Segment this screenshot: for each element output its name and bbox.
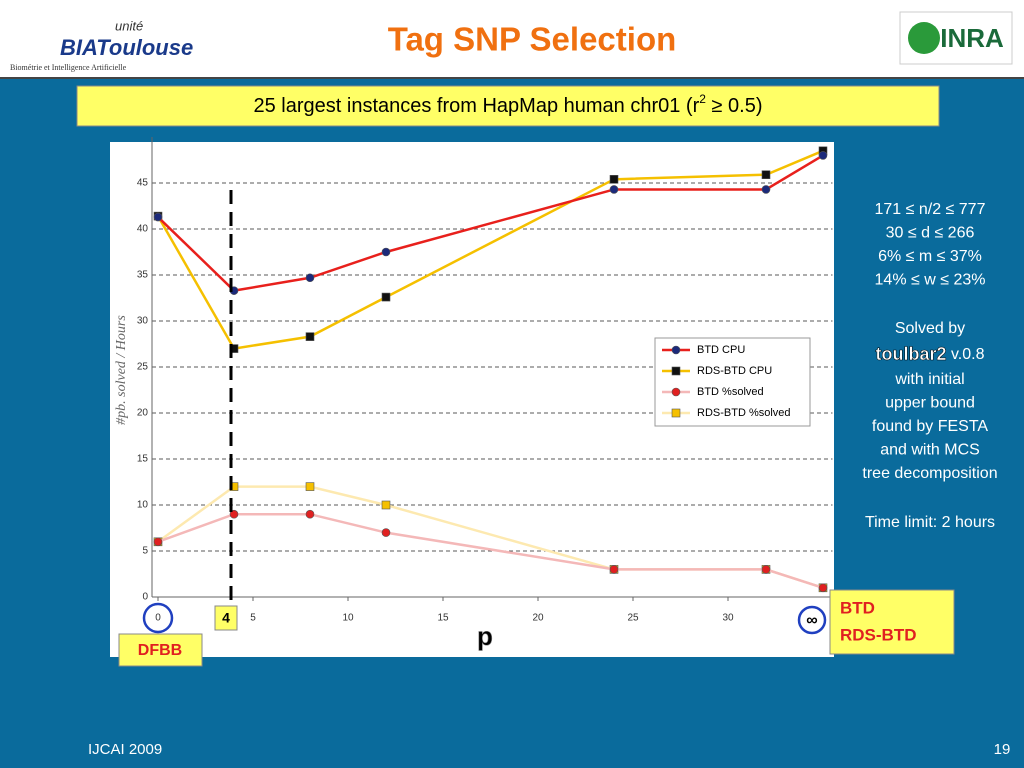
method-label: RDS-BTD	[840, 625, 917, 644]
x-tick-label: 15	[437, 613, 449, 624]
legend-marker	[671, 345, 681, 355]
y-tick-label: 35	[137, 270, 149, 281]
header-band	[0, 0, 1024, 78]
point	[818, 151, 828, 160]
y-tick-label: 10	[137, 500, 149, 511]
y-tick-label: 45	[137, 178, 149, 189]
subtitle: 25 largest instances from HapMap human c…	[253, 92, 762, 117]
logo-top: unité	[115, 18, 143, 33]
methods-box	[829, 589, 955, 655]
point	[153, 212, 163, 222]
infinity-label: ∞	[806, 612, 817, 629]
x-tick-label: 5	[250, 613, 256, 624]
y-tick-label: 0	[142, 592, 148, 603]
legend-label: RDS-BTD %solved	[697, 407, 791, 419]
point	[381, 247, 391, 257]
solver-line: tree decomposition	[862, 465, 997, 482]
point	[381, 292, 391, 302]
point	[609, 175, 619, 184]
solver-line: with initial	[894, 371, 964, 388]
y-tick-label: 25	[137, 362, 149, 373]
x-tick-label: 25	[627, 613, 639, 624]
legend-marker	[671, 366, 681, 376]
dfbb-box	[118, 633, 203, 667]
dfbb-label: DFBB	[138, 642, 182, 659]
legend-box	[654, 337, 811, 427]
threshold-label: 4	[222, 610, 230, 626]
notes: 171 ≤ n/2 ≤ 777 30 ≤ d ≤ 266 6% ≤ m ≤ 37% 1…	[862, 201, 997, 531]
solver-line: and with MCS	[880, 442, 980, 459]
chart: 0 5 10 15 20 25 30 35 40 45 0 5 10 15 20 25 30 #pb. solve…	[114, 137, 955, 667]
logo-main: BIAToulouse	[60, 35, 193, 60]
logo-right-icon	[908, 22, 940, 54]
x-tick-label: 10	[342, 613, 354, 624]
solver-tool: toulbar2	[876, 344, 947, 364]
point	[761, 565, 771, 574]
time-limit: Time limit: 2 hours	[865, 514, 995, 531]
infinity-circle	[797, 605, 827, 635]
legend-marker	[671, 408, 681, 418]
bound-line: 30 ≤ d ≤ 266	[886, 225, 975, 242]
logo-right: INRA	[940, 23, 1004, 53]
footer-left: IJCAI 2009	[88, 741, 162, 758]
bound-line: 6% ≤ m ≤ 37%	[878, 248, 982, 265]
legend-label: RDS-BTD CPU	[697, 365, 772, 377]
subtitle-box	[76, 85, 940, 127]
y-axis-label: #pb. solved / Hours	[114, 315, 129, 425]
point	[305, 332, 315, 341]
dfbb-circle	[142, 602, 174, 634]
solver-line: Solved by	[895, 320, 965, 337]
method-label: BTD	[840, 598, 875, 617]
point	[153, 537, 163, 547]
y-tick-label: 20	[137, 408, 149, 419]
solver-line: upper bound	[885, 395, 975, 412]
point	[229, 509, 239, 519]
page-number: 19	[994, 741, 1011, 758]
threshold-box	[214, 605, 238, 631]
x-axis-label: p	[477, 621, 493, 651]
subtitle-text: 25 largest instances from HapMap human c…	[253, 95, 699, 117]
subtitle-sup: 2	[699, 92, 706, 106]
point	[818, 583, 828, 593]
legend-label: BTD CPU	[697, 344, 745, 356]
point	[761, 170, 771, 180]
y-tick-label: 15	[137, 454, 149, 465]
legend-marker	[671, 387, 681, 397]
point	[305, 509, 315, 519]
subtitle-text: ≥ 0.5)	[706, 95, 763, 117]
point	[609, 185, 619, 194]
x-tick-label: 20	[532, 613, 544, 624]
x-tick-label: 30	[722, 613, 734, 624]
logo-right-box	[899, 11, 1013, 65]
y-tick-label: 40	[137, 224, 149, 235]
solver-version: v.0.8	[947, 346, 985, 363]
y-tick-label: 5	[142, 546, 148, 557]
point	[381, 500, 391, 510]
solver-line: found by FESTA	[872, 418, 989, 435]
point	[305, 273, 315, 283]
y-tick-label: 30	[137, 316, 149, 327]
legend-label: BTD %solved	[697, 386, 764, 398]
slide-title: Tag SNP Selection	[388, 21, 677, 58]
point	[381, 528, 391, 537]
point	[761, 185, 771, 194]
logo-sub: Biométrie et Intelligence Artificielle	[10, 63, 127, 72]
point	[609, 565, 619, 574]
bound-line: 171 ≤ n/2 ≤ 777	[875, 201, 986, 218]
solver-tool-line: toulbar2 v.0.8	[876, 344, 985, 364]
bound-line: 14% ≤ w ≤ 23%	[875, 272, 986, 289]
point	[305, 482, 315, 491]
x-tick-label: 0	[155, 613, 161, 624]
